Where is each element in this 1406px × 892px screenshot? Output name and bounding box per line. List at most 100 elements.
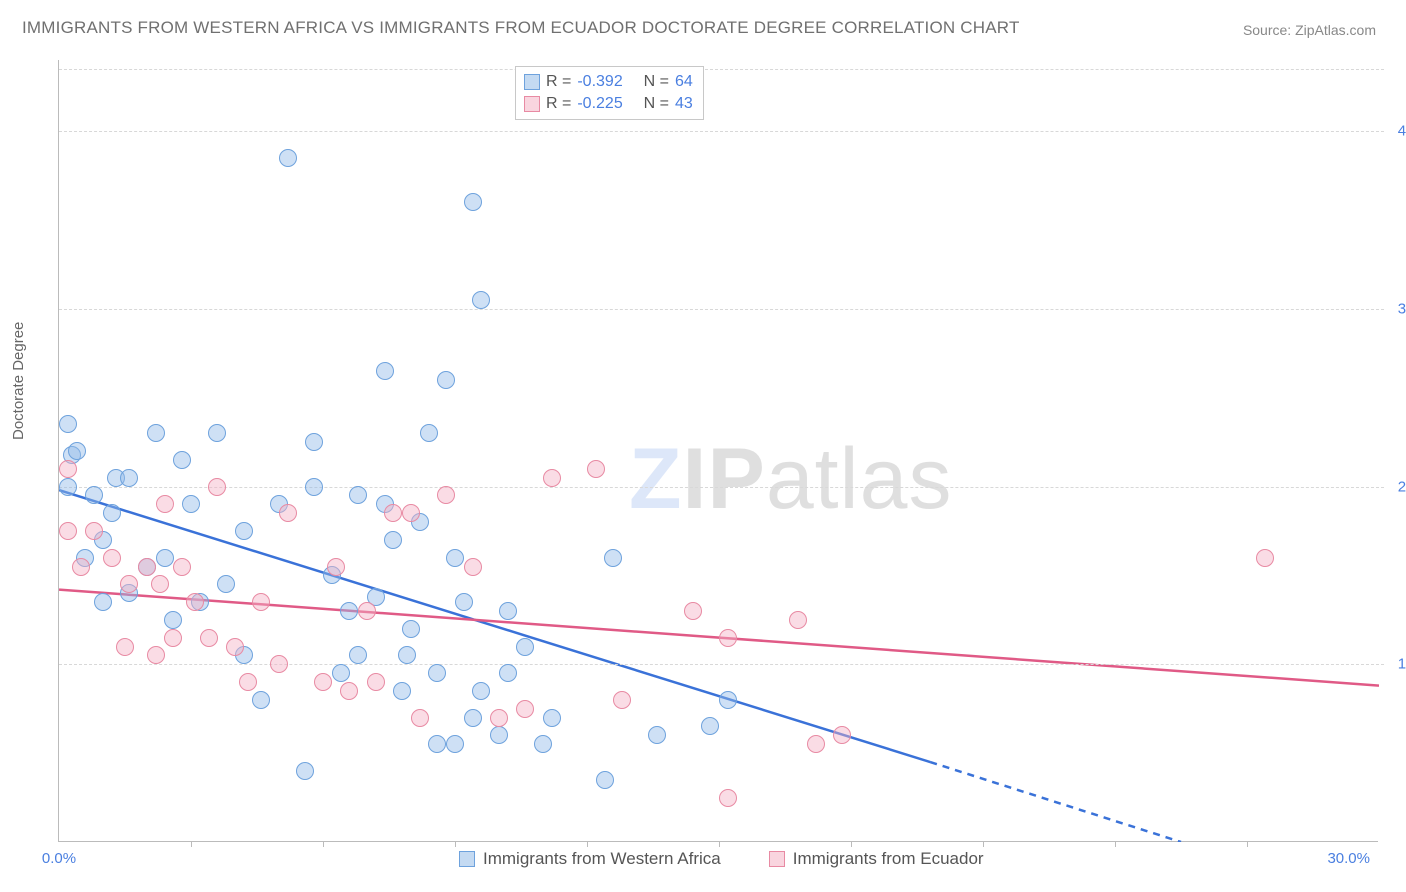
x-tick-mark — [587, 841, 588, 847]
chart-source: Source: ZipAtlas.com — [1243, 22, 1376, 38]
scatter-point — [164, 629, 182, 647]
x-tick-mark — [323, 841, 324, 847]
scatter-point — [208, 424, 226, 442]
chart-title: IMMIGRANTS FROM WESTERN AFRICA VS IMMIGR… — [22, 18, 1020, 38]
scatter-point — [103, 549, 121, 567]
scatter-point — [120, 575, 138, 593]
scatter-point — [332, 664, 350, 682]
scatter-point — [420, 424, 438, 442]
scatter-point — [516, 700, 534, 718]
scatter-point — [543, 709, 561, 727]
legend-row: R = -0.225 N = 43 — [524, 93, 693, 115]
scatter-point — [499, 602, 517, 620]
legend-item: Immigrants from Ecuador — [769, 849, 984, 869]
scatter-point — [349, 646, 367, 664]
scatter-point — [85, 522, 103, 540]
scatter-point — [719, 629, 737, 647]
legend-swatch — [524, 96, 540, 112]
x-tick-mark — [851, 841, 852, 847]
scatter-point — [684, 602, 702, 620]
scatter-point — [85, 486, 103, 504]
scatter-point — [398, 646, 416, 664]
scatter-point — [464, 193, 482, 211]
scatter-point — [252, 593, 270, 611]
x-tick-mark — [1247, 841, 1248, 847]
scatter-point — [279, 504, 297, 522]
scatter-point — [464, 709, 482, 727]
scatter-point — [516, 638, 534, 656]
scatter-point — [648, 726, 666, 744]
scatter-point — [807, 735, 825, 753]
scatter-point — [156, 495, 174, 513]
x-tick-mark — [983, 841, 984, 847]
scatter-point — [156, 549, 174, 567]
scatter-point — [613, 691, 631, 709]
legend-swatch — [769, 851, 785, 867]
scatter-point — [217, 575, 235, 593]
gridline — [59, 664, 1384, 665]
scatter-point — [490, 709, 508, 727]
scatter-point — [173, 451, 191, 469]
scatter-point — [147, 646, 165, 664]
scatter-point — [543, 469, 561, 487]
gridline — [59, 309, 1384, 310]
y-tick-label: 4.0% — [1398, 123, 1406, 140]
scatter-point — [534, 735, 552, 753]
correlation-legend: R = -0.392 N = 64R = -0.225 N = 43 — [515, 66, 704, 120]
scatter-point — [208, 478, 226, 496]
scatter-point — [314, 673, 332, 691]
series-legend: Immigrants from Western Africa Immigrants… — [459, 849, 1024, 869]
gridline — [59, 69, 1384, 70]
scatter-point — [138, 558, 156, 576]
scatter-point — [402, 620, 420, 638]
scatter-point — [296, 762, 314, 780]
scatter-point — [719, 691, 737, 709]
y-tick-label: 2.0% — [1398, 478, 1406, 495]
scatter-point — [499, 664, 517, 682]
legend-swatch — [459, 851, 475, 867]
scatter-point — [428, 664, 446, 682]
scatter-point — [604, 549, 622, 567]
scatter-point — [200, 629, 218, 647]
scatter-point — [182, 495, 200, 513]
scatter-point — [349, 486, 367, 504]
scatter-point — [472, 291, 490, 309]
scatter-point — [411, 709, 429, 727]
scatter-point — [252, 691, 270, 709]
scatter-point — [455, 593, 473, 611]
y-tick-label: 3.0% — [1398, 300, 1406, 317]
scatter-point — [384, 531, 402, 549]
scatter-point — [151, 575, 169, 593]
scatter-point — [437, 486, 455, 504]
scatter-point — [719, 789, 737, 807]
scatter-point — [120, 469, 138, 487]
y-tick-label: 1.0% — [1398, 656, 1406, 673]
scatter-point — [59, 415, 77, 433]
legend-row: R = -0.392 N = 64 — [524, 71, 693, 93]
scatter-point — [94, 593, 112, 611]
x-tick-mark — [191, 841, 192, 847]
scatter-point — [701, 717, 719, 735]
scatter-point — [235, 522, 253, 540]
x-tick-mark — [455, 841, 456, 847]
scatter-point — [384, 504, 402, 522]
gridline — [59, 131, 1384, 132]
scatter-point — [147, 424, 165, 442]
legend-item: Immigrants from Western Africa — [459, 849, 721, 869]
scatter-point — [437, 371, 455, 389]
scatter-point — [833, 726, 851, 744]
x-tick-label: 30.0% — [1327, 850, 1370, 867]
scatter-point — [789, 611, 807, 629]
y-axis-label: Doctorate Degree — [10, 322, 27, 440]
x-tick-label: 0.0% — [42, 850, 76, 867]
gridline — [59, 487, 1384, 488]
watermark: ZIPatlas — [629, 430, 952, 529]
scatter-point — [279, 149, 297, 167]
scatter-point — [186, 593, 204, 611]
scatter-point — [358, 602, 376, 620]
scatter-point — [490, 726, 508, 744]
scatter-point — [1256, 549, 1274, 567]
scatter-point — [305, 433, 323, 451]
scatter-point — [367, 673, 385, 691]
scatter-point — [103, 504, 121, 522]
